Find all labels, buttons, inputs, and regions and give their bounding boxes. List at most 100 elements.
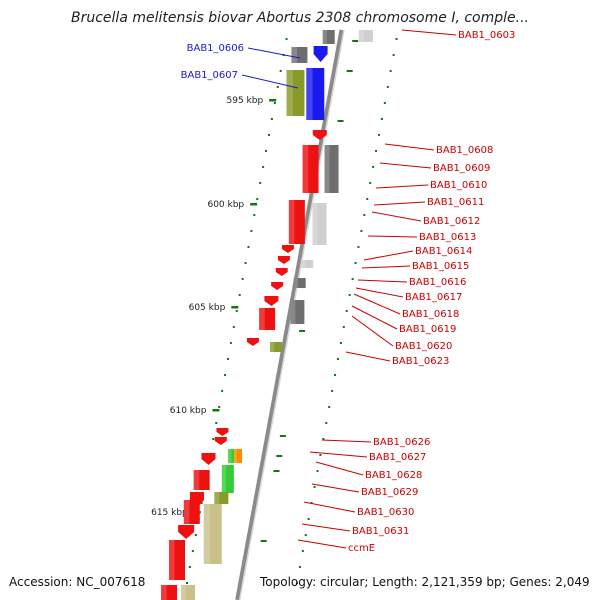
gene-label: BAB1_0616 [409,277,466,288]
gene-feature-arrow [216,428,229,436]
guide-dot [395,38,398,40]
guide-dot [212,438,215,440]
guide-dot [273,102,276,104]
guide-dot [342,326,345,328]
guide-dot [247,246,250,248]
gene-feature-shade [203,504,211,564]
guide-dot [185,582,188,584]
gene-label: BAB1_0611 [427,197,484,208]
gene-label: BAB1_0612 [423,216,480,227]
scale-tick [250,203,258,206]
scale-tick-label: 595 kbp [227,96,264,106]
gene-feature-shade [302,145,309,193]
minor-tick [352,40,359,42]
guide-dot [339,342,342,344]
guide-dot [380,118,383,120]
gene-label-leader [363,250,414,261]
gene-feature-shade [290,300,296,324]
guide-dot [383,102,386,104]
gene-feature [269,342,282,352]
gene-feature [234,449,243,463]
gene-feature-arrow [214,437,227,445]
gene-label-leader [351,315,394,347]
gene-label-leader [303,501,356,513]
guide-dot [319,454,322,456]
gene-label: ccmE [348,543,375,554]
guide-dot [375,150,378,152]
gene-feature-shade [286,70,293,116]
gene-label: BAB1_0629 [361,487,418,498]
guide-dot [351,278,354,280]
gene-label: BAB1_0626 [373,437,430,448]
gene-feature [324,145,339,193]
gene-label: BAB1_0606 [187,43,244,54]
guide-dot [229,342,232,344]
scale-tick-label: 600 kbp [207,200,244,210]
gene-label: BAB1_0627 [369,452,426,463]
scale-tick-label: 615 kbp [151,508,188,518]
guide-dot [241,278,244,280]
gene-label-leader [309,451,368,458]
guide-dot [366,198,369,200]
accession-text: Accession: NC_007618 [9,575,146,589]
gene-feature-shade [288,200,295,244]
scale-tick-label: 605 kbp [189,303,226,313]
gene-feature [259,308,276,330]
gene-feature [293,278,306,288]
gene-label: BAB1_0614 [415,246,472,257]
gene-label: BAB1_0615 [412,261,469,272]
gene-feature [302,145,319,193]
gene-feature-arrow [264,296,279,306]
guide-dot [215,422,218,424]
gene-feature [322,30,335,44]
gene-feature-shade [214,492,220,504]
map-title: Brucella melitensis biovar Abortus 2308 … [71,10,529,26]
gene-feature [228,449,239,463]
gene-feature-shade [234,449,237,463]
gene-feature [214,492,229,504]
guide-dot [256,198,259,200]
gene-feature [288,200,305,244]
guide-dot [191,550,194,552]
gene-feature [183,500,200,524]
guide-dot [262,166,265,168]
guide-dot [276,86,279,88]
gene-label-leader [301,523,351,532]
gene-feature-shade [169,540,175,580]
guide-dot [325,422,328,424]
gene-feature [181,585,196,600]
guide-dot [265,150,268,152]
guide-dot [295,582,298,584]
gene-feature-shade [228,449,232,463]
gene-feature [358,30,373,42]
minor-tick [260,540,267,542]
gene-label-leader [375,184,429,189]
guide-dot [313,486,316,488]
gene-feature [312,203,327,245]
gene-label: BAB1_0607 [181,70,238,81]
guide-dot [250,230,253,232]
scale-tick [269,99,277,102]
guide-dot [354,262,357,264]
guide-dot [386,86,389,88]
gene-label: BAB1_0603 [458,30,515,41]
scale-tick-label: 610 kbp [170,406,207,416]
guide-dot [221,390,224,392]
gene-feature-shade [306,68,313,120]
guide-dot [304,534,307,536]
gene-feature [203,504,222,564]
guide-dot [298,566,301,568]
guide-dot [307,518,310,520]
gene-feature-shade [301,260,306,268]
scale-tick [212,409,220,412]
gene-label-leader [355,287,404,298]
gene-label: BAB1_0631 [352,526,409,537]
guide-dot [235,310,238,312]
gene-label: BAB1_0617 [405,292,462,303]
minor-tick [273,470,280,472]
gene-label-leader [379,162,432,169]
gene-label-leader [357,279,408,283]
guide-dot [238,294,241,296]
